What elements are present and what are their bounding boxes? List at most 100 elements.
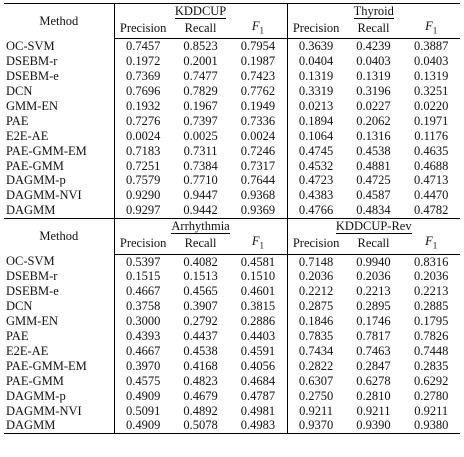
metric-value: 0.5078 — [171, 418, 230, 435]
metric-header: F1F1 — [402, 18, 460, 40]
metric-value: 0.1510 — [240, 269, 276, 284]
metric-value: 0.3887 — [413, 39, 449, 54]
metric-value: 0.2213 — [413, 284, 449, 299]
metric-value: 0.2062 — [356, 113, 391, 128]
metric-header: Precision — [286, 234, 345, 255]
metric-value: 0.9211 — [286, 403, 345, 419]
metric-header: Recall — [171, 18, 230, 40]
metric-value: 0.7423 — [240, 69, 276, 84]
dataset-header: Arrhythmia — [114, 218, 288, 235]
metric-value: 0.5397 — [125, 254, 161, 269]
metric-value: 0.7434 — [286, 343, 345, 359]
metric-value: 0.9211 — [414, 403, 449, 418]
metric-header: Recall — [344, 18, 403, 40]
method-name: DSEBM-r — [4, 269, 115, 285]
top-metric-header-row: Precision Recall F1F1 Precision Recall F… — [4, 18, 460, 40]
method-name: DSEBM-r — [4, 54, 115, 70]
metric-value: 0.2036 — [356, 269, 391, 284]
metric-value: 0.2810 — [356, 388, 391, 403]
metric-value: 0.4587 — [356, 188, 391, 203]
method-name: GMM-EN — [4, 98, 115, 114]
metric-value: 0.1513 — [183, 269, 218, 284]
metric-value: 0.9297 — [114, 203, 172, 220]
metric-value: 0.4834 — [344, 203, 403, 220]
metric-value: 0.4383 — [286, 188, 345, 204]
table-row: DAGMM 0.4909 0.5078 0.4983 0.9370 0.9390 0.938… — [4, 418, 460, 435]
table-row: DAGMM-NVI 0.9290 0.9447 0.9368 0.4383 0.4587 0… — [4, 188, 460, 204]
metric-value: 0.4168 — [183, 358, 218, 373]
metric-header: Recall — [344, 234, 403, 255]
metric-value: 0.4601 — [240, 284, 276, 299]
metric-value: 0.2847 — [356, 358, 391, 373]
metric-value: 0.7829 — [183, 84, 218, 99]
metric-value: 0.4983 — [229, 418, 288, 435]
table-row: OC-SVM 0.7457 0.8523 0.7954 0.3639 0.4239 0.38… — [4, 38, 460, 55]
metric-value: 0.4688 — [413, 158, 449, 173]
metric-value: 0.2875 — [286, 299, 345, 315]
method-header: Method — [4, 2, 115, 39]
method-name: DAGMM — [4, 418, 115, 435]
metric-value: 0.1319 — [356, 69, 391, 84]
metric-value: 0.1987 — [240, 54, 276, 69]
metric-value: 0.7835 — [286, 329, 345, 344]
metric-value: 0.8523 — [183, 39, 218, 54]
metric-value: 0.4713 — [413, 173, 449, 188]
metric-value: 0.9290 — [125, 188, 161, 203]
metric-value: 0.9211 — [356, 403, 391, 418]
method-name: E2E-AE — [4, 343, 115, 359]
metric-header: Precision — [114, 18, 172, 40]
table-row: E2E-AE 0.0024 0.0025 0.0024 0.1064 0.1316 0.11… — [4, 128, 460, 144]
metric-value: 0.1746 — [356, 314, 391, 329]
metric-value: 0.1319 — [413, 69, 449, 84]
metric-value: 0.2835 — [413, 358, 449, 373]
metric-value: 0.2750 — [286, 388, 345, 404]
method-name: DSEBM-e — [4, 284, 115, 300]
metric-value: 0.4239 — [356, 39, 391, 54]
table-row: DSEBM-r 0.1515 0.1513 0.1510 0.2036 0.2036 0.2… — [4, 269, 460, 285]
metric-value: 0.2036 — [286, 269, 345, 285]
method-name: DAGMM — [4, 203, 115, 220]
metric-value: 0.1967 — [183, 98, 218, 113]
metric-value: 0.4782 — [402, 203, 460, 220]
metric-value: 0.4581 — [240, 254, 276, 269]
metric-value: 0.4881 — [356, 158, 391, 173]
metric-value: 0.2036 — [413, 269, 449, 284]
metric-value: 0.1176 — [414, 128, 449, 143]
metric-header: Recall — [171, 234, 230, 255]
metric-value: 0.1795 — [413, 314, 449, 329]
metric-value: 0.7246 — [240, 143, 276, 158]
table-row: DAGMM-NVI 0.5091 0.4892 0.4981 0.9211 0.9211 0… — [4, 403, 460, 419]
metric-value: 0.4909 — [114, 418, 172, 435]
metric-value: 0.0403 — [356, 54, 391, 69]
metric-value: 0.2822 — [286, 358, 345, 374]
metric-header: Precision — [286, 18, 345, 40]
table-row: E2E-AE 0.4667 0.4538 0.4591 0.7434 0.7463 0.74… — [4, 343, 460, 359]
metric-value: 0.9369 — [229, 203, 288, 220]
metric-value: 0.4725 — [356, 173, 391, 188]
dataset-header: KDDCUP-Rev — [286, 218, 460, 235]
method-name: PAE-GMM-EM — [4, 143, 115, 159]
table-row: DAGMM 0.9297 0.9442 0.9369 0.4766 0.4834 0.478… — [4, 203, 460, 220]
table-row: DCN 0.3758 0.3907 0.3815 0.2875 0.2895 0.2885 — [4, 299, 460, 315]
metric-value: 0.9380 — [402, 418, 460, 435]
metric-value: 0.3815 — [240, 299, 276, 314]
metric-value: 0.7397 — [183, 113, 218, 128]
method-name: PAE — [4, 329, 115, 344]
metric-value: 0.7644 — [240, 173, 276, 188]
metric-value: 0.7251 — [125, 158, 161, 173]
metric-value: 0.2780 — [413, 388, 449, 403]
method-name: PAE — [4, 113, 115, 129]
metric-value: 0.7826 — [413, 329, 449, 344]
metric-value: 0.8316 — [413, 254, 449, 269]
metric-value: 0.4667 — [125, 284, 161, 299]
bottom-dataset-header-row: Method Arrhythmia KDDCUP-Rev — [4, 218, 460, 254]
method-name: PAE-GMM — [4, 158, 115, 174]
metric-value: 0.3907 — [183, 299, 218, 314]
metric-value: 0.7384 — [183, 158, 218, 173]
top-dataset-header-row: Method KDDCUP Thyroid — [4, 2, 460, 39]
table-row: DCN 0.7696 0.7829 0.7762 0.3319 0.3196 0.3251 — [4, 84, 460, 99]
metric-value: 0.9447 — [183, 188, 218, 203]
table-row: OC-SVM 0.5397 0.4082 0.4581 0.7148 0.9940 0.83… — [4, 254, 460, 270]
metric-value: 0.7710 — [183, 173, 218, 188]
method-name: OC-SVM — [4, 254, 115, 270]
